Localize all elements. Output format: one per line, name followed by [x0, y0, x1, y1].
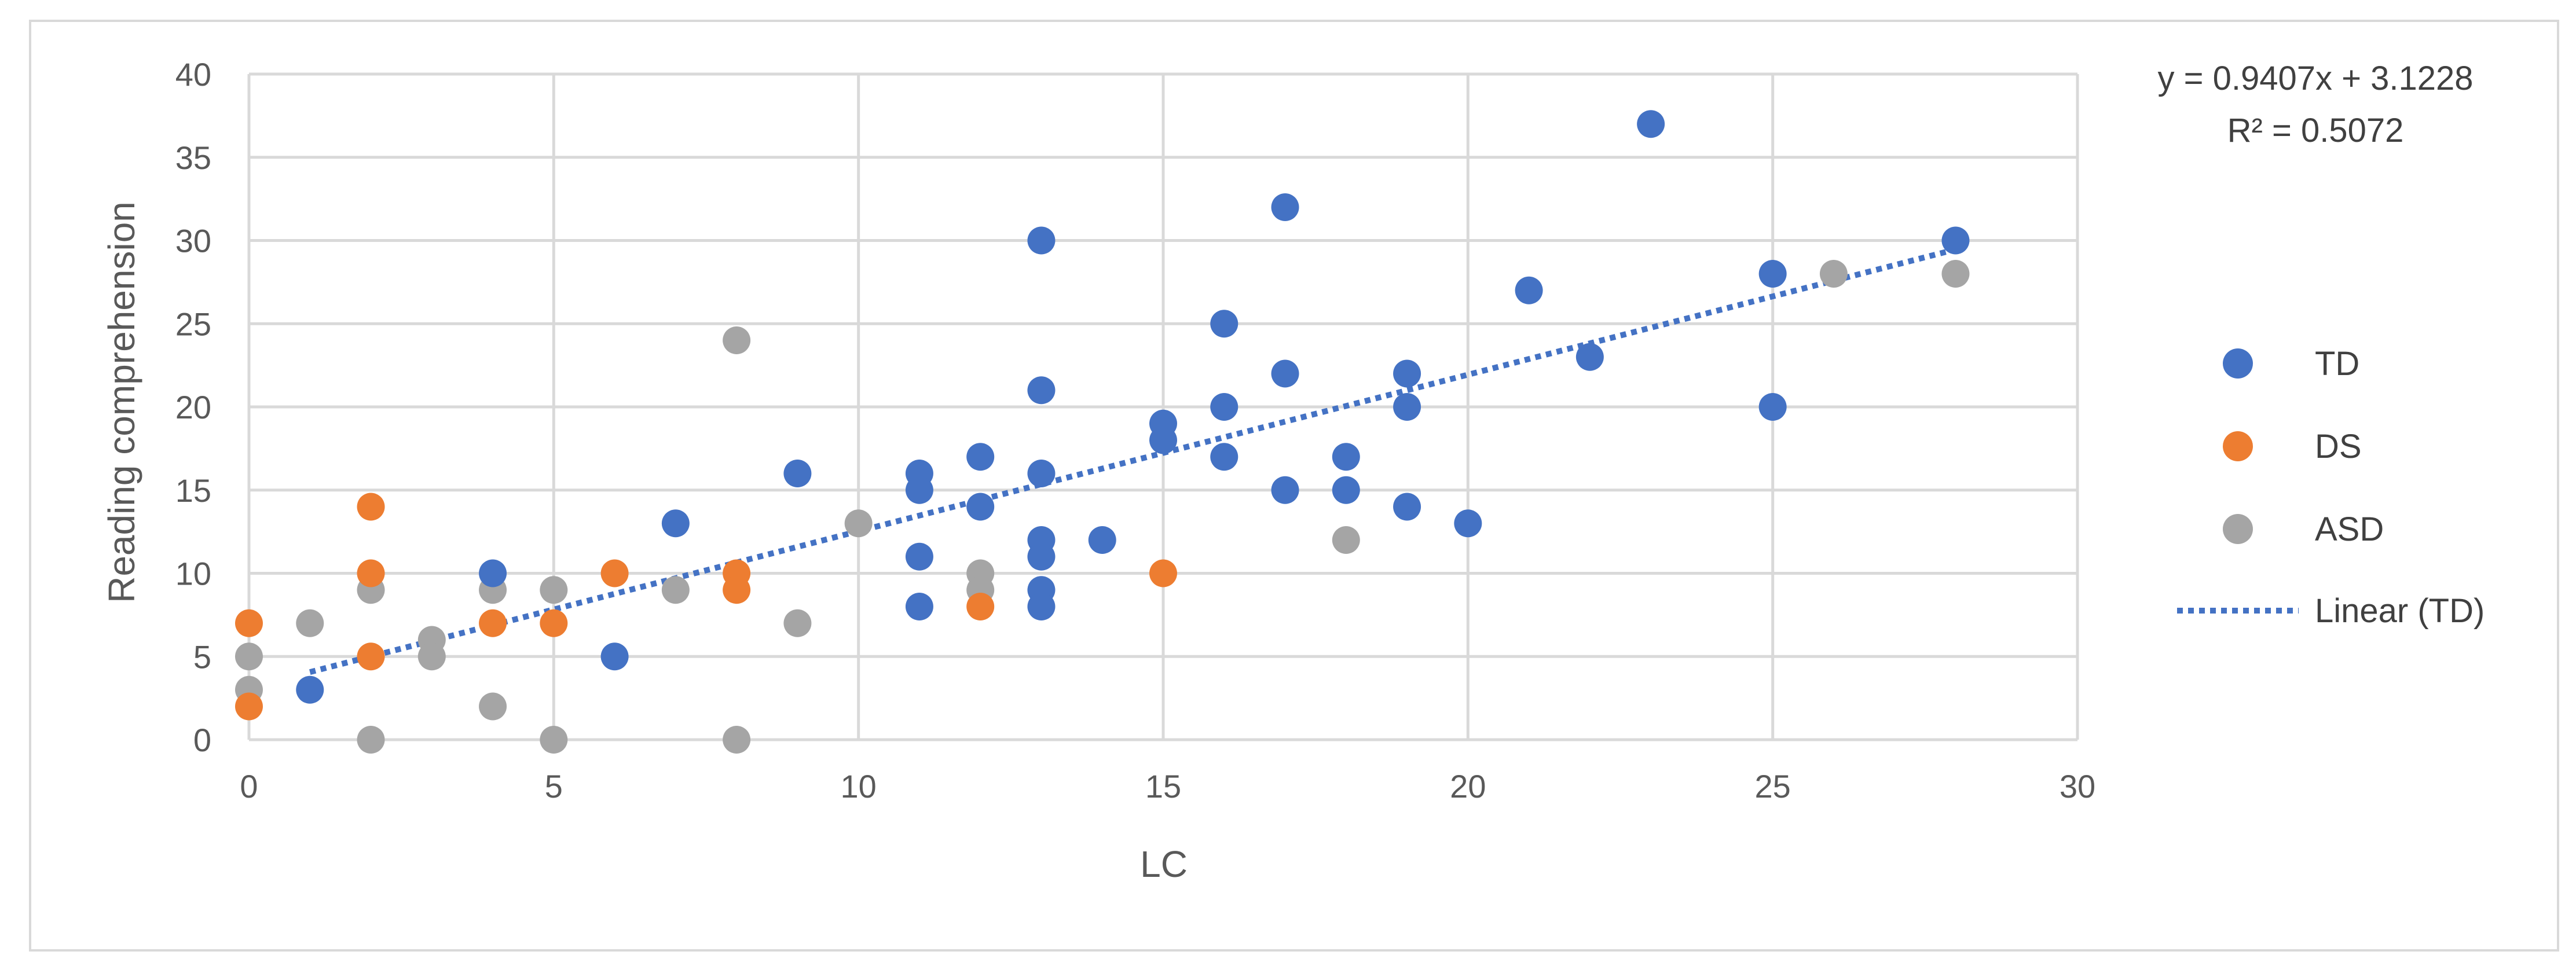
x-tick-label: 30 [2060, 768, 2095, 805]
point-asd [783, 609, 812, 637]
point-td [1332, 443, 1360, 471]
point-td [1271, 359, 1299, 388]
point-asd [235, 642, 263, 671]
point-asd [479, 692, 507, 721]
point-td [1027, 226, 1056, 255]
legend-marker-ds [2223, 431, 2253, 461]
legend-label-ds: DS [2315, 428, 2362, 465]
point-td [966, 493, 995, 521]
point-td [905, 476, 933, 504]
point-asd [540, 576, 568, 604]
data-points [235, 110, 1970, 754]
point-td [600, 642, 629, 671]
legend-marker-td [2223, 348, 2253, 379]
point-td [1454, 509, 1482, 538]
y-tick-label: 10 [175, 556, 211, 592]
point-td [1575, 343, 1604, 371]
point-ds [723, 576, 751, 604]
point-td [1637, 110, 1665, 138]
series-asd [235, 260, 1970, 754]
y-tick-label: 5 [193, 638, 211, 675]
point-td [1210, 310, 1238, 338]
trendline-r-squared: R² = 0.5072 [2227, 112, 2404, 149]
point-td [1027, 593, 1056, 620]
point-td [1027, 542, 1056, 571]
legend: TD DS ASD Linear (TD) [2177, 345, 2485, 630]
point-td [1393, 359, 1421, 388]
point-ds [966, 593, 995, 620]
point-ds [357, 493, 385, 521]
point-asd [357, 726, 385, 754]
y-tick-label: 35 [175, 139, 211, 176]
point-td [1149, 426, 1177, 454]
y-tick-label: 40 [175, 56, 211, 93]
point-td [905, 542, 933, 571]
point-asd [540, 726, 568, 754]
point-asd [1332, 526, 1360, 554]
legend-marker-asd [2223, 514, 2253, 544]
point-td [1515, 276, 1543, 304]
point-asd [417, 642, 446, 671]
point-td [1088, 526, 1116, 554]
y-tick-label: 25 [175, 306, 211, 342]
point-td [1758, 393, 1787, 421]
y-tick-label: 20 [175, 389, 211, 425]
point-ds [357, 559, 385, 587]
point-asd [296, 609, 324, 637]
series-ds [235, 493, 1177, 721]
point-td [1393, 393, 1421, 421]
x-tick-label: 15 [1145, 768, 1181, 805]
point-ds [235, 609, 263, 637]
point-td [1271, 193, 1299, 221]
point-td [479, 559, 507, 587]
legend-label-asd: ASD [2315, 510, 2384, 548]
point-asd [1819, 260, 1848, 288]
x-tick-label: 25 [1755, 768, 1791, 805]
point-td [1210, 443, 1238, 471]
y-tick-label: 0 [193, 722, 211, 758]
point-td [905, 593, 933, 620]
point-ds [540, 609, 568, 637]
point-asd [1941, 260, 1970, 288]
point-asd [844, 509, 873, 538]
y-tick-label: 30 [175, 223, 211, 259]
series-td [296, 110, 1970, 704]
point-td [1027, 460, 1056, 487]
point-ds [479, 609, 507, 637]
y-axis-title: Reading comprehension [101, 201, 142, 603]
legend-label-linear-td: Linear (TD) [2315, 592, 2485, 630]
point-ds [357, 642, 385, 671]
legend-label-td: TD [2315, 345, 2359, 383]
point-asd [723, 726, 751, 754]
point-td [1393, 493, 1421, 521]
point-td [966, 443, 995, 471]
point-td [1758, 260, 1787, 288]
point-ds [235, 692, 263, 721]
point-td [296, 675, 324, 704]
point-td [1210, 393, 1238, 421]
point-td [1941, 226, 1970, 255]
x-tick-label: 5 [545, 768, 563, 805]
grid-lines [247, 72, 2079, 741]
point-asd [661, 576, 690, 604]
trendline-layer [309, 247, 1956, 675]
x-tick-label: 10 [841, 768, 877, 805]
point-td [661, 509, 690, 538]
trendline-linear-td [309, 247, 1956, 675]
point-td [1332, 476, 1360, 504]
point-td [783, 460, 812, 487]
point-asd [723, 326, 751, 354]
point-ds [1149, 559, 1177, 587]
y-tick-label: 15 [175, 472, 211, 509]
point-td [1027, 376, 1056, 405]
axis-ticks: 0 5 10 15 20 25 30 35 40 0 5 10 15 20 25 30 [175, 56, 2095, 805]
point-ds [600, 559, 629, 587]
trendline-equation: y = 0.9407x + 3.1228 [2158, 60, 2474, 97]
x-tick-label: 0 [240, 768, 258, 805]
point-td [1271, 476, 1299, 504]
x-tick-label: 20 [1450, 768, 1486, 805]
x-axis-title: LC [1140, 843, 1188, 885]
